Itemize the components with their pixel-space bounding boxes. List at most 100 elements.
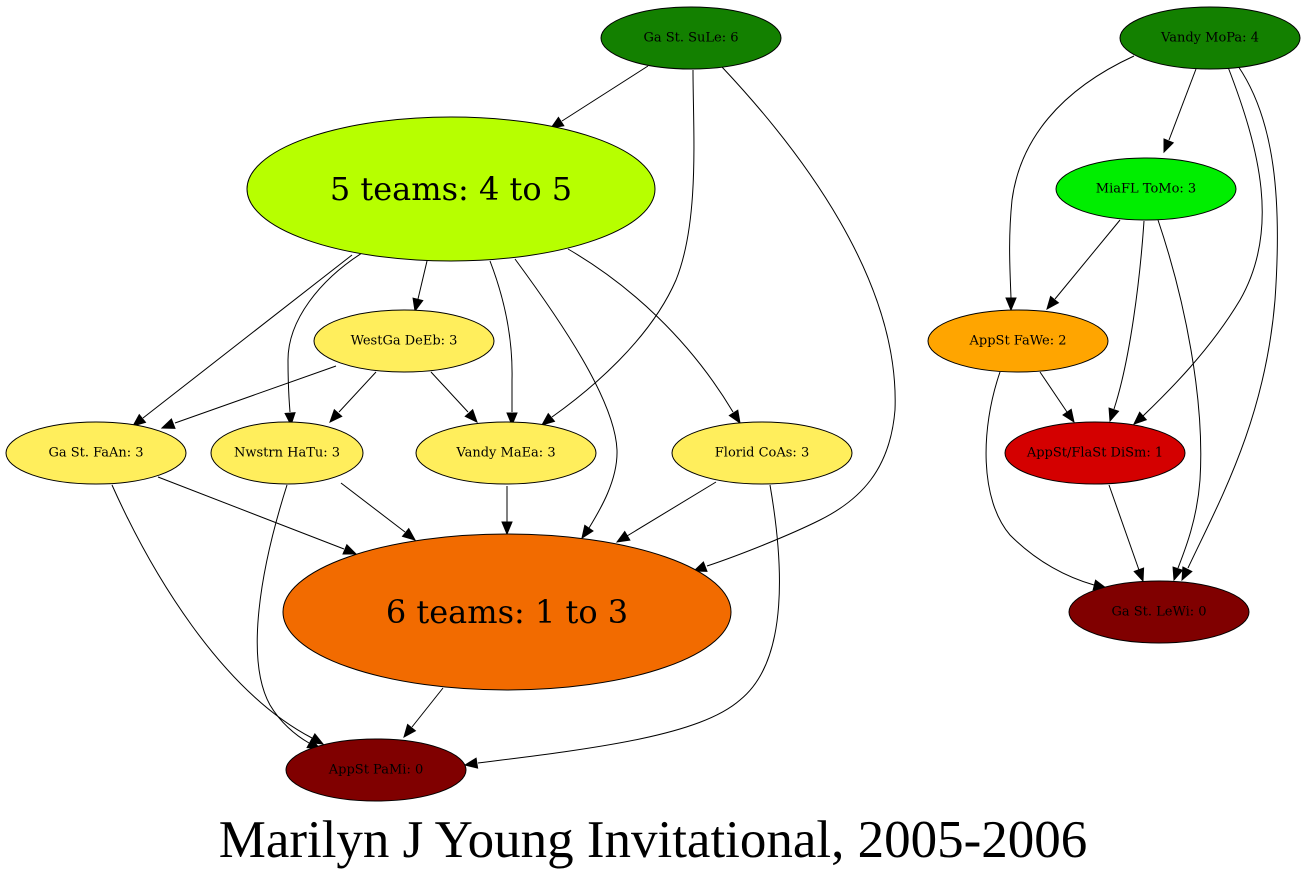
node-gsu-faan: Ga St. FaAn: 3 bbox=[5, 421, 187, 485]
node-six: 6 teams: 1 to 3 bbox=[282, 533, 732, 691]
edge-florid-to-six bbox=[626, 481, 717, 537]
edge-five-to-gsu_faan bbox=[142, 254, 353, 419]
arrowhead-florid-to-appst_pami bbox=[463, 757, 479, 769]
edge-six-to-appst_pami bbox=[411, 687, 444, 728]
arrowhead-vandy_mopa-to-appst_dism bbox=[1133, 411, 1148, 425]
arrowhead-five-to-six bbox=[581, 524, 594, 540]
arrowhead-westga-to-gsu_faan bbox=[160, 418, 176, 429]
arrowhead-gsu_sule-to-six bbox=[692, 561, 708, 572]
arrowhead-five-to-westga bbox=[412, 297, 424, 313]
arrowhead-five-to-gsu_faan bbox=[131, 413, 147, 427]
node-label: WestGa DeEb: 3 bbox=[351, 334, 458, 349]
node-appst-dism: AppSt/FlaSt DiSm: 1 bbox=[1004, 421, 1186, 485]
arrowhead-miafl-to-gsu_lewi bbox=[1172, 566, 1184, 582]
arrowhead-appst_fawe-to-appst_dism bbox=[1062, 408, 1075, 424]
arrowhead-six-to-appst_pami bbox=[403, 723, 417, 739]
edge-nwstrn-to-appst_pami bbox=[256, 484, 310, 744]
arrowhead-vandy_maea-to-six bbox=[501, 521, 513, 536]
arrowhead-miafl-to-appst_dism bbox=[1108, 407, 1120, 423]
edge-vandy_mopa-to-appst_dism bbox=[1142, 66, 1263, 417]
arrowhead-florid-to-six bbox=[615, 530, 631, 543]
arrowhead-vandy_mopa-to-appst_fawe bbox=[1005, 297, 1017, 312]
edge-five-to-westga bbox=[417, 260, 428, 300]
node-label: Nwstrn HaTu: 3 bbox=[234, 446, 340, 461]
node-ellipse bbox=[1119, 6, 1301, 70]
node-appst-fawe: AppSt FaWe: 2 bbox=[927, 309, 1109, 373]
node-miafl: MiaFL ToMo: 3 bbox=[1055, 157, 1237, 221]
node-ellipse bbox=[282, 533, 732, 691]
node-ellipse bbox=[210, 421, 364, 485]
arrowhead-miafl-to-appst_fawe bbox=[1046, 295, 1060, 311]
node-gsu-sule: Ga St. SuLe: 6 bbox=[600, 6, 782, 70]
edge-miafl-to-appst_dism bbox=[1113, 220, 1145, 410]
node-ellipse bbox=[5, 421, 187, 485]
node-label: Vandy MoPa: 4 bbox=[1160, 31, 1259, 46]
edge-five-to-vandy_maea bbox=[489, 260, 513, 412]
edge-nwstrn-to-six bbox=[340, 482, 406, 533]
edge-gsu_faan-to-appst_pami bbox=[111, 484, 313, 739]
arrowhead-vandy_mopa-to-gsu_lewi bbox=[1181, 566, 1193, 582]
arrowhead-nwstrn-to-six bbox=[401, 527, 417, 541]
node-westga: WestGa DeEb: 3 bbox=[313, 309, 495, 373]
edge-gsu_faan-to-six bbox=[157, 476, 345, 550]
edge-gsu_sule-to-six bbox=[706, 66, 896, 567]
node-label: Florid CoAs: 3 bbox=[715, 446, 809, 461]
node-ellipse bbox=[1055, 157, 1237, 221]
node-label: AppSt PaMi: 0 bbox=[328, 763, 423, 778]
edge-miafl-to-appst_fawe bbox=[1054, 219, 1121, 300]
arrowhead-five-to-vandy_maea bbox=[506, 412, 518, 427]
edge-vandy_mopa-to-miafl bbox=[1168, 68, 1197, 141]
node-ellipse bbox=[1004, 421, 1186, 485]
node-label: Ga St. LeWi: 0 bbox=[1111, 605, 1206, 620]
arrowhead-five-to-nwstrn bbox=[284, 412, 296, 427]
node-ellipse bbox=[671, 421, 853, 485]
arrowhead-gsu_faan-to-six bbox=[342, 543, 358, 555]
edge-gsu_sule-to-five bbox=[561, 65, 649, 122]
node-five: 5 teams: 4 to 5 bbox=[246, 116, 656, 262]
node-ellipse bbox=[600, 6, 782, 70]
edge-vandy_mopa-to-appst_fawe bbox=[1009, 55, 1135, 299]
arrowhead-gsu_sule-to-vandy_maea bbox=[540, 412, 556, 426]
edges-layer bbox=[111, 55, 1278, 769]
node-label: Ga St. FaAn: 3 bbox=[48, 446, 143, 461]
node-label: MiaFL ToMo: 3 bbox=[1096, 182, 1196, 197]
node-ellipse bbox=[415, 421, 597, 485]
node-gsu-lewi: Ga St. LeWi: 0 bbox=[1068, 580, 1250, 644]
node-label: AppSt FaWe: 2 bbox=[969, 334, 1067, 349]
edge-vandy_mopa-to-gsu_lewi bbox=[1187, 65, 1278, 569]
node-label: 6 teams: 1 to 3 bbox=[386, 593, 628, 631]
node-appst-pami: AppSt PaMi: 0 bbox=[285, 738, 467, 802]
edge-gsu_sule-to-vandy_maea bbox=[551, 69, 695, 418]
edge-five-to-florid bbox=[567, 248, 734, 413]
edge-westga-to-nwstrn bbox=[338, 371, 377, 413]
node-ellipse bbox=[1068, 580, 1250, 644]
node-label: 5 teams: 4 to 5 bbox=[330, 170, 572, 208]
edge-five-to-six bbox=[514, 258, 618, 529]
node-florid: Florid CoAs: 3 bbox=[671, 421, 853, 485]
arrowhead-westga-to-nwstrn bbox=[329, 408, 343, 423]
arrowhead-appst_dism-to-gsu_lewi bbox=[1133, 567, 1145, 583]
node-ellipse bbox=[246, 116, 656, 262]
node-vandy-mopa: Vandy MoPa: 4 bbox=[1119, 6, 1301, 70]
edge-miafl-to-gsu_lewi bbox=[1157, 219, 1202, 569]
node-ellipse bbox=[927, 309, 1109, 373]
node-ellipse bbox=[313, 309, 495, 373]
edge-westga-to-vandy_maea bbox=[430, 371, 469, 413]
edge-five-to-nwstrn bbox=[287, 252, 363, 413]
edge-appst_dism-to-gsu_lewi bbox=[1108, 484, 1140, 571]
node-label: AppSt/FlaSt DiSm: 1 bbox=[1026, 446, 1163, 461]
edge-westga-to-gsu_faan bbox=[174, 365, 337, 424]
edge-appst_fawe-to-appst_dism bbox=[1039, 371, 1068, 413]
arrowhead-five-to-florid bbox=[728, 409, 741, 425]
arrowhead-vandy_mopa-to-miafl bbox=[1163, 138, 1175, 154]
graph-title: Marilyn J Young Invitational, 2005-2006 bbox=[219, 811, 1088, 869]
arrowhead-gsu_sule-to-five bbox=[549, 116, 565, 129]
nodes-layer: Ga St. SuLe: 6 5 teams: 4 to 5 WestGa DeEb… bbox=[5, 6, 1301, 802]
node-label: Vandy MaEa: 3 bbox=[455, 446, 555, 461]
node-label: Ga St. SuLe: 6 bbox=[643, 31, 738, 46]
edge-florid-to-appst_pami bbox=[477, 484, 780, 764]
node-ellipse bbox=[285, 738, 467, 802]
edge-appst_fawe-to-gsu_lewi bbox=[985, 371, 1095, 586]
arrowhead-westga-to-vandy_maea bbox=[464, 408, 478, 423]
